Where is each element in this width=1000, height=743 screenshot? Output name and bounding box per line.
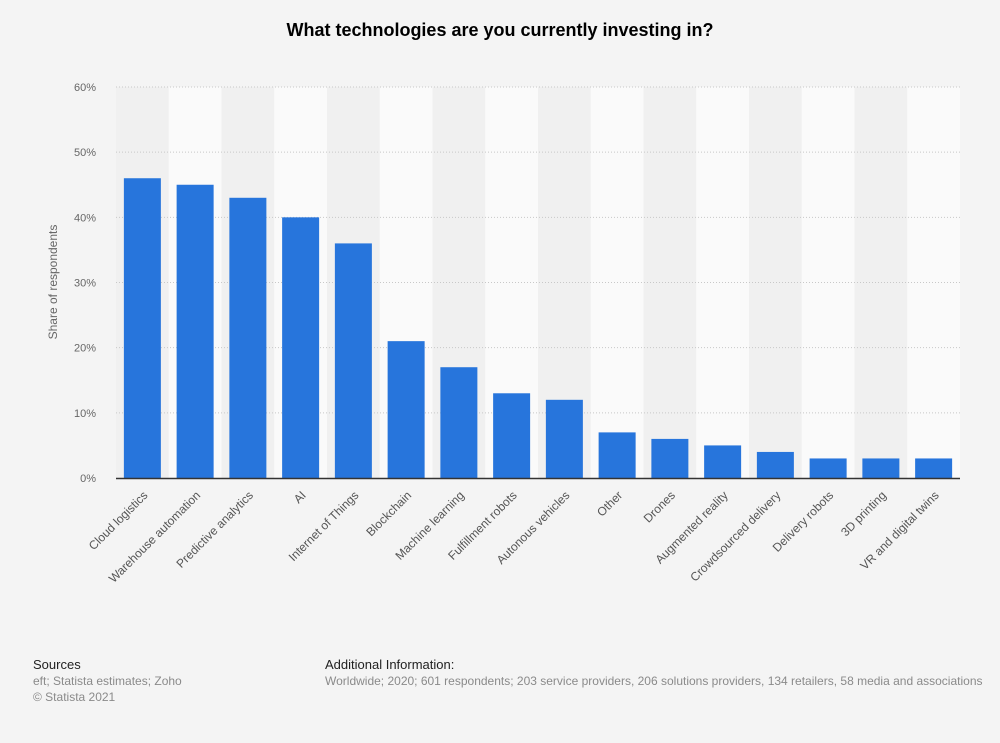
bar[interactable]	[282, 217, 320, 479]
y-tick-label: 60%	[74, 82, 96, 94]
additional-info-heading: Additional Information:	[325, 657, 455, 672]
bar[interactable]	[493, 393, 531, 478]
copyright-text: © Statista 2021	[33, 690, 116, 704]
y-tick-label: 0%	[80, 473, 96, 485]
x-tick-label: Drones	[641, 488, 678, 525]
sources-block: Sources eft; Statista estimates; Zoho © …	[33, 657, 182, 705]
x-tick-label: Blockchain	[363, 488, 414, 539]
sources-heading: Sources	[33, 657, 81, 672]
y-tick-label: 10%	[74, 408, 96, 420]
x-tick-label: 3D printing	[838, 488, 889, 539]
x-tick-label: Crowdsourced delivery	[687, 488, 783, 584]
bars	[123, 178, 953, 479]
bar[interactable]	[756, 451, 794, 478]
bar[interactable]	[440, 367, 478, 478]
y-tick-label: 20%	[74, 343, 96, 355]
x-tick-label: AI	[291, 488, 309, 506]
bar[interactable]	[334, 243, 372, 478]
bar[interactable]	[704, 445, 742, 478]
bar[interactable]	[915, 458, 953, 478]
x-tick-label: Warehouse automation	[106, 488, 203, 585]
y-axis-label: Share of respondents	[46, 225, 60, 340]
column-band	[643, 87, 697, 478]
bar[interactable]	[229, 197, 267, 479]
bar-chart: 0% 10% 20% 30% 40% 50% 60% Share of respondent…	[46, 82, 960, 586]
bar[interactable]	[862, 458, 900, 478]
bar[interactable]	[176, 184, 214, 478]
bar[interactable]	[545, 399, 583, 478]
bar[interactable]	[387, 341, 425, 478]
x-tick-label: Other	[594, 488, 625, 519]
y-tick-label: 50%	[74, 147, 96, 159]
additional-info-text: Worldwide; 2020; 601 respondents; 203 se…	[325, 674, 983, 688]
column-band	[907, 87, 960, 478]
column-band	[749, 87, 802, 478]
bar[interactable]	[651, 438, 689, 478]
bar[interactable]	[598, 432, 636, 478]
y-axis-ticks: 0% 10% 20% 30% 40% 50% 60%	[74, 82, 96, 485]
sources-text: eft; Statista estimates; Zoho	[33, 674, 182, 688]
bar[interactable]	[809, 458, 847, 478]
additional-info-block: Additional Information: Worldwide; 2020;…	[325, 657, 1000, 689]
y-tick-label: 40%	[74, 212, 96, 224]
y-tick-label: 30%	[74, 278, 96, 290]
bar[interactable]	[123, 178, 161, 478]
chart-title: What technologies are you currently inve…	[286, 20, 714, 40]
